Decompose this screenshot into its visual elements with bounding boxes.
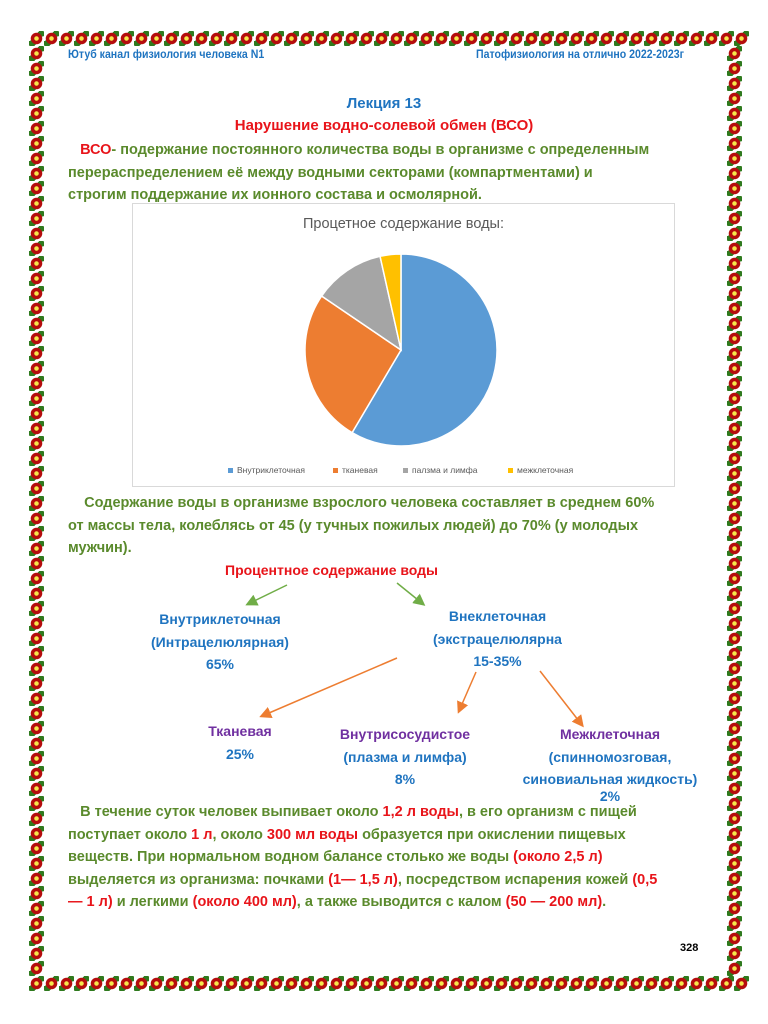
highlight: (0,5 <box>632 871 658 888</box>
text: , а также выводится с калом <box>296 894 506 910</box>
node-label: (плазма и лимфа) <box>343 748 467 765</box>
text: поступает около <box>68 826 192 843</box>
text: веществ. При нормальном водном балансе с… <box>68 849 514 865</box>
legend-swatch <box>333 468 338 474</box>
node-value: 65% <box>205 656 235 672</box>
decorative-border-right <box>727 46 742 976</box>
text: Содержание воды в организме взрослого че… <box>84 495 655 511</box>
legend-label: палзма и лимфа <box>412 465 478 475</box>
node-label: Внутрисосудистое <box>339 726 471 742</box>
text: , посредством испарения кожей <box>397 871 633 888</box>
text: - подержание постоянного количества воды… <box>111 142 650 158</box>
node-intracellular: Внутриклеточная (Интрацелюлярная) 65% <box>130 608 310 676</box>
arrow <box>539 670 584 728</box>
decorative-border-left <box>29 46 44 976</box>
node-label: синовиальная жидкость) <box>522 771 698 787</box>
legend-item: палзма и лимфа <box>403 465 478 475</box>
node-label: (экстрацелюлярна <box>433 630 562 647</box>
node-label: Тканевая <box>208 723 272 739</box>
pie-chart: Процетное содержание воды: Внутриклеточн… <box>132 203 675 487</box>
highlight: (50 — 200 мл) <box>505 894 603 910</box>
diagram-root: Процентное содержание воды <box>225 562 439 578</box>
text: образуется при окислении пищевых <box>358 826 626 843</box>
legend-label: Внутриклеточная <box>237 465 305 475</box>
legend-swatch <box>403 468 408 474</box>
node-label: (Интрацелюлярная) <box>151 633 289 650</box>
text: В течение суток человек выпивает около <box>80 804 383 820</box>
arrow <box>396 582 426 606</box>
highlight: (1— 1,5 л) <box>328 871 398 888</box>
arrow <box>457 671 477 714</box>
pie-svg <box>304 253 498 447</box>
legend-label: тканевая <box>342 465 378 475</box>
text: строгим поддержание их ионного состава и… <box>68 187 482 203</box>
node-value: 15-35% <box>473 653 522 669</box>
chart-title: Процетное содержание воды: <box>303 216 504 232</box>
water-balance-paragraph: В течение суток человек выпивает около 1… <box>68 801 708 914</box>
text: перераспределением её между водными сект… <box>68 164 593 181</box>
pie-slice-4 <box>379 253 402 351</box>
node-interstitial: Межклеточная (спинномозговая, синовиальн… <box>505 723 715 807</box>
legend-swatch <box>228 468 233 474</box>
node-label: (спинномозговая, <box>548 748 672 765</box>
text: , в его организм с пищей <box>458 804 637 820</box>
legend-label: межклеточная <box>517 465 574 475</box>
node-extracellular: Внеклеточная (экстрацелюлярна 15-35% <box>405 605 590 673</box>
node-vascular: Внутрисосудистое (плазма и лимфа) 8% <box>320 723 490 791</box>
node-label: Внутриклеточная <box>159 611 281 627</box>
highlight: 1,2 л воды <box>382 804 459 820</box>
highlight: 1 л <box>191 826 213 843</box>
lecture-number: Лекция 13 <box>346 95 422 112</box>
legend-swatch <box>508 468 513 474</box>
node-value: 25% <box>225 745 255 762</box>
legend-item: Внутриклеточная <box>228 465 305 475</box>
pie-slice-3 <box>320 255 403 352</box>
legend-item: тканевая <box>333 465 378 475</box>
term: ВСО <box>80 142 112 158</box>
page-title: Нарушение водно-солевой обмен (ВСО) <box>234 117 534 134</box>
page-number: 328 <box>680 942 699 954</box>
highlight: 300 мл воды <box>266 826 359 843</box>
text: . <box>602 894 607 910</box>
highlight: (около 2,5 л) <box>513 849 603 865</box>
pie-slice-1 <box>351 253 498 447</box>
decorative-border-top <box>29 31 749 46</box>
text: выделяется из организма: почками <box>68 871 329 888</box>
header-left: Ютуб канал физиология человека N1 <box>68 47 265 61</box>
decorative-border-bottom <box>29 976 749 991</box>
header-right: Патофизиология на отлично 2022-2023г <box>476 47 685 61</box>
legend-item: межклеточная <box>508 465 573 475</box>
intro-paragraph: ВСО- подержание постоянного количества в… <box>68 139 708 207</box>
highlight: (около 400 мл) <box>192 894 297 910</box>
text: от массы тела, колеблясь от 45 (у тучных… <box>68 517 639 534</box>
pie-slice-2 <box>304 294 403 434</box>
arrow <box>259 657 398 718</box>
node-value: 8% <box>394 771 416 787</box>
arrow <box>245 584 288 606</box>
highlight: — 1 л) <box>68 894 113 910</box>
node-tissue: Тканевая 25% <box>180 720 300 765</box>
body-paragraph: Содержание воды в организме взрослого че… <box>68 492 708 560</box>
node-label: Внеклеточная <box>448 608 547 624</box>
text: , около <box>212 826 267 843</box>
text: и легкими <box>112 894 193 910</box>
text: мужчин). <box>68 540 132 556</box>
node-label: Межклеточная <box>559 726 661 742</box>
node-value: 2% <box>599 787 621 804</box>
